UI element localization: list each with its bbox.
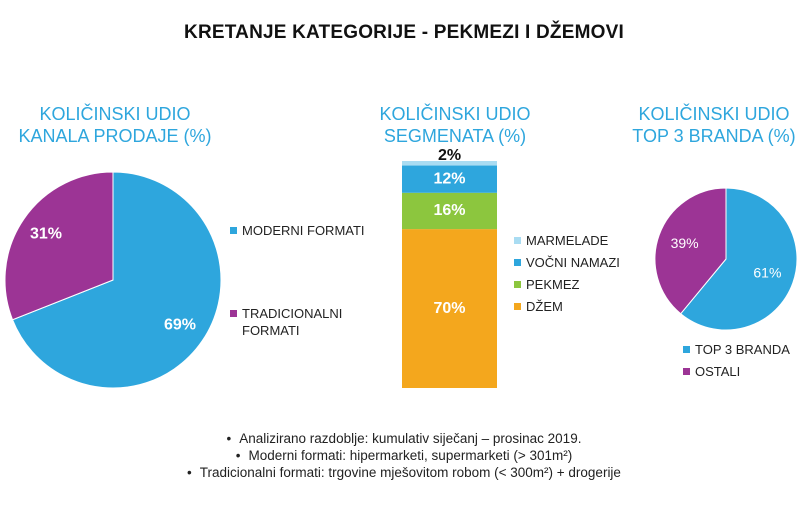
pie-label-ostali: 39%: [671, 235, 699, 251]
legend-swatch-pekmez: [514, 281, 521, 288]
channel-share-title-line2: KANALA PRODAJE (%): [18, 126, 212, 146]
legend-label-moderni: MODERNI FORMATI: [242, 223, 365, 238]
footnote-text: Moderni formati: hipermarketi, supermark…: [248, 448, 573, 463]
footnote-item: • Tradicionalni formati: trgovine mješovi…: [0, 464, 808, 481]
footnote-text: Analizirano razdoblje: kumulativ siječan…: [239, 431, 582, 446]
legend-label-vocni-namazi: VOČNI NAMAZI: [526, 255, 620, 270]
bar-segment-pekmez: [402, 192, 497, 230]
bar-label-marmelade: 2%: [438, 147, 461, 164]
bar-segment-vo-ni-namazi: [402, 165, 497, 193]
legend-swatch-top3: [683, 346, 690, 353]
legend-label-tradicionalni: TRADICIONALNI FORMATI: [242, 306, 343, 338]
segment-share-title: KOLIČINSKI UDIO SEGMENATA (%): [355, 103, 555, 147]
bar-label-d-em: 70%: [433, 300, 465, 317]
legend-item-pekmez: PEKMEZ: [514, 276, 620, 293]
legend-label-pekmez: PEKMEZ: [526, 277, 580, 292]
brand-share-title: KOLIČINSKI UDIO TOP 3 BRANDA (%): [620, 103, 808, 147]
legend-swatch-tradicionalni: [230, 310, 237, 317]
pie-slice-ostali: [654, 187, 727, 315]
legend-item-tradicionalni: TRADICIONALNI FORMATI: [230, 305, 365, 339]
footnote-bullet: •: [235, 448, 241, 463]
channel-legend: MODERNI FORMATI TRADICIONALNI FORMATI: [230, 222, 365, 339]
footnotes: • Analizirano razdoblje: kumulativ siječa…: [0, 430, 808, 481]
legend-item-vocni-namazi: VOČNI NAMAZI: [514, 254, 620, 271]
pie-slice-top-3-branda: [680, 187, 798, 331]
bar-label-vo-ni-namazi: 12%: [433, 170, 465, 187]
pie-label-moderni-formati: 69%: [164, 317, 196, 334]
bar-label-pekmez: 16%: [433, 202, 465, 219]
legend-swatch-dzem: [514, 303, 521, 310]
brand-share-title-line2: TOP 3 BRANDA (%): [632, 126, 796, 146]
footnote-bullet: •: [226, 431, 232, 446]
legend-item-marmelade: MARMELADE: [514, 232, 620, 249]
legend-swatch-vocni-namazi: [514, 259, 521, 266]
footnote-item: • Analizirano razdoblje: kumulativ siječa…: [0, 430, 808, 447]
footnote-text: Tradicionalni formati: trgovine mješovit…: [199, 465, 621, 480]
footnote-bullet: •: [187, 465, 192, 480]
page-title: KRETANJE KATEGORIJE - PEKMEZI I DŽEMOVI: [184, 22, 624, 43]
brand-legend: TOP 3 BRANDA OSTALI: [683, 341, 790, 380]
legend-label-top3: TOP 3 BRANDA: [695, 342, 790, 357]
bar-segment-marmelade: [402, 161, 497, 166]
footnote-item: • Moderni formati: hipermarketi, supermar…: [0, 447, 808, 464]
bar-segment-d-em: [402, 229, 497, 388]
segment-share-title-line2: SEGMENATA (%): [383, 126, 527, 146]
segment-share-title-line1: KOLIČINSKI UDIO: [379, 104, 531, 124]
legend-swatch-moderni: [230, 227, 237, 234]
legend-item-ostali: OSTALI: [683, 363, 790, 380]
pie-label-tradicionalni-formati: 31%: [30, 226, 62, 243]
pie-label-top-3-branda: 61%: [753, 265, 781, 281]
legend-item-dzem: DŽEM: [514, 298, 620, 315]
pie-slice-tradicionalni-formati: [4, 171, 114, 321]
legend-label-dzem: DŽEM: [526, 299, 563, 314]
legend-label-marmelade: MARMELADE: [526, 233, 609, 248]
legend-swatch-ostali: [683, 368, 690, 375]
legend-item-moderni: MODERNI FORMATI: [230, 222, 365, 239]
pie-slice-moderni-formati: [11, 171, 222, 389]
brand-share-title-line1: KOLIČINSKI UDIO: [638, 104, 790, 124]
channel-share-title: KOLIČINSKI UDIO KANALA PRODAJE (%): [10, 103, 220, 147]
legend-label-ostali: OSTALI: [695, 364, 741, 379]
legend-swatch-marmelade: [514, 237, 521, 244]
channel-share-title-line1: KOLIČINSKI UDIO: [39, 104, 191, 124]
legend-item-top3: TOP 3 BRANDA: [683, 341, 790, 358]
segment-legend: MARMELADE VOČNI NAMAZI PEKMEZ DŽEM: [514, 232, 620, 315]
